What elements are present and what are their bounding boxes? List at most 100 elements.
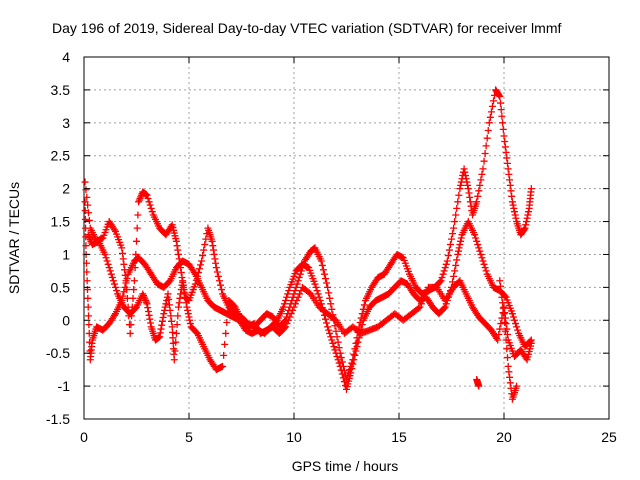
data-point-marker bbox=[450, 272, 458, 280]
data-point-marker bbox=[182, 294, 189, 302]
data-point-marker bbox=[462, 175, 470, 183]
data-point-marker bbox=[497, 288, 505, 296]
data-point-marker bbox=[220, 351, 228, 359]
data-point-marker bbox=[494, 336, 502, 344]
data-point-marker bbox=[214, 272, 222, 280]
data-point-marker bbox=[352, 347, 360, 355]
data-point-marker bbox=[109, 277, 117, 285]
data-point-marker bbox=[486, 113, 494, 121]
data-point-marker bbox=[325, 289, 333, 297]
data-point-marker bbox=[457, 237, 465, 245]
data-point-marker bbox=[180, 286, 188, 294]
data-point-marker bbox=[282, 297, 290, 305]
data-point-marker bbox=[360, 301, 368, 309]
data-point-marker bbox=[504, 362, 512, 370]
data-point-marker bbox=[445, 246, 453, 254]
data-point-marker bbox=[296, 290, 304, 298]
data-point-marker bbox=[415, 304, 423, 312]
data-point-marker bbox=[147, 319, 154, 327]
data-point-marker bbox=[473, 198, 481, 206]
data-point-marker bbox=[130, 277, 138, 285]
data-point-marker bbox=[82, 224, 90, 232]
data-point-marker bbox=[462, 171, 469, 179]
data-point-marker bbox=[201, 241, 209, 249]
data-point-marker bbox=[506, 373, 514, 381]
x-axis-label: GPS time / hours bbox=[292, 458, 399, 474]
data-point-marker bbox=[497, 106, 505, 114]
data-point-marker bbox=[326, 294, 334, 302]
data-point-marker bbox=[465, 189, 473, 197]
data-point-marker bbox=[175, 299, 183, 307]
data-point-marker bbox=[313, 287, 321, 295]
data-point-marker bbox=[85, 232, 93, 240]
data-point-marker bbox=[328, 305, 336, 313]
data-point-marker bbox=[81, 207, 89, 215]
data-point-marker bbox=[439, 270, 447, 278]
data-point-marker bbox=[456, 241, 464, 249]
data-point-marker bbox=[281, 300, 289, 308]
data-point-marker bbox=[527, 339, 535, 347]
series-track-c bbox=[84, 231, 535, 403]
data-point-marker bbox=[480, 260, 488, 268]
data-point-marker bbox=[213, 268, 221, 276]
plot-frame bbox=[83, 56, 610, 420]
data-point-marker bbox=[493, 334, 501, 342]
data-point-marker bbox=[420, 293, 428, 301]
data-point-marker bbox=[144, 195, 152, 203]
data-point-marker bbox=[291, 287, 299, 295]
data-point-marker bbox=[129, 294, 137, 302]
data-point-marker bbox=[182, 299, 190, 307]
data-point-marker bbox=[466, 198, 474, 206]
data-point-marker bbox=[328, 336, 336, 344]
data-point-marker bbox=[511, 211, 519, 219]
data-point-marker bbox=[322, 315, 329, 323]
x-tick-label: 5 bbox=[185, 429, 193, 445]
data-point-marker bbox=[110, 311, 118, 319]
data-point-marker bbox=[318, 261, 326, 269]
data-point-marker bbox=[472, 234, 480, 242]
data-point-marker bbox=[139, 290, 147, 298]
data-point-marker bbox=[455, 247, 462, 255]
data-point-marker bbox=[175, 303, 182, 311]
data-point-marker bbox=[174, 246, 182, 254]
data-point-marker bbox=[178, 273, 186, 281]
x-tick-label: 0 bbox=[80, 429, 88, 445]
data-point-marker bbox=[177, 269, 185, 277]
data-point-marker bbox=[135, 198, 143, 206]
data-point-marker bbox=[104, 260, 112, 268]
data-point-marker bbox=[457, 181, 465, 189]
data-point-marker bbox=[485, 119, 493, 127]
data-point-marker bbox=[464, 185, 472, 193]
data-point-marker bbox=[504, 354, 511, 362]
data-point-marker bbox=[443, 257, 451, 265]
data-point-marker bbox=[144, 307, 152, 315]
data-point-marker bbox=[157, 325, 165, 333]
data-point-marker bbox=[183, 303, 191, 311]
data-point-marker bbox=[172, 237, 180, 245]
data-point-marker bbox=[338, 358, 346, 366]
data-point-marker bbox=[186, 320, 194, 328]
data-point-marker bbox=[159, 314, 167, 322]
data-point-marker bbox=[511, 208, 518, 216]
data-point-marker bbox=[156, 333, 164, 341]
data-point-marker bbox=[119, 255, 127, 263]
data-point-marker bbox=[122, 279, 130, 287]
data-point-marker bbox=[501, 309, 509, 317]
data-point-marker bbox=[144, 304, 152, 312]
data-point-marker bbox=[336, 362, 344, 370]
data-point-marker bbox=[506, 176, 514, 184]
data-point-marker bbox=[85, 312, 93, 320]
y-axis-ticks: -1.5 -1 -0.5 0 0.5 1 1.5 2 2.5 3 3.5 4 bbox=[46, 49, 609, 427]
data-point-marker bbox=[337, 366, 345, 374]
data-point-marker bbox=[160, 310, 168, 318]
series-track-a bbox=[81, 86, 535, 384]
data-point-marker bbox=[311, 280, 319, 288]
data-point-marker bbox=[85, 216, 93, 224]
data-point-marker bbox=[503, 154, 511, 162]
data-point-marker bbox=[522, 218, 530, 226]
data-point-marker bbox=[463, 178, 471, 186]
data-point-marker bbox=[284, 316, 292, 324]
data-point-marker bbox=[513, 323, 521, 331]
data-point-marker bbox=[441, 303, 449, 311]
data-point-marker bbox=[512, 320, 520, 328]
